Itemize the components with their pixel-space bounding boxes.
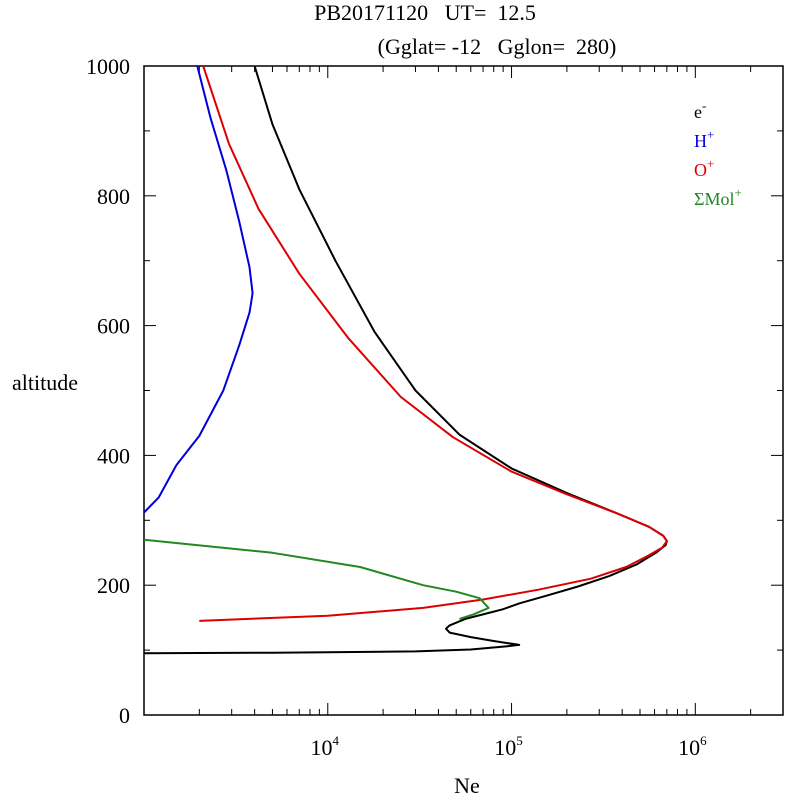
y-tick-label: 0 xyxy=(119,703,130,728)
y-tick-label: 400 xyxy=(97,443,130,468)
y-axis-label: altitude xyxy=(12,370,78,395)
legend-entry: H+ xyxy=(694,127,714,151)
y-tick-label: 200 xyxy=(97,573,130,598)
x-axis-label: Ne xyxy=(454,773,480,795)
legend-entry: ΣMol+ xyxy=(694,185,742,209)
legend-entry: e- xyxy=(694,98,706,122)
legend-entry: O+ xyxy=(694,156,714,180)
series-line-h xyxy=(143,65,254,514)
series-line-o xyxy=(199,65,668,622)
axis-ticks xyxy=(143,65,784,716)
y-tick-label: 600 xyxy=(97,314,130,339)
x-tick-label: 105 xyxy=(494,733,523,760)
x-tick-label: 106 xyxy=(678,733,707,760)
y-tick-label: 800 xyxy=(97,184,130,209)
x-tick-label: 104 xyxy=(311,733,340,760)
series-line-e xyxy=(143,65,668,655)
series-lines xyxy=(143,65,668,655)
y-tick-label: 1000 xyxy=(86,54,130,79)
legend: e- H+ O+ ΣMol+ xyxy=(694,98,742,209)
chart-title-line2: (Gglat= -12 Gglon= 280) xyxy=(378,34,617,59)
chart-title-line1: PB20171120 UT= 12.5 xyxy=(314,0,536,25)
tick-labels: 0 200 400 600 800 1000 104 105 106 xyxy=(86,54,707,760)
series-line-mol xyxy=(143,538,490,620)
